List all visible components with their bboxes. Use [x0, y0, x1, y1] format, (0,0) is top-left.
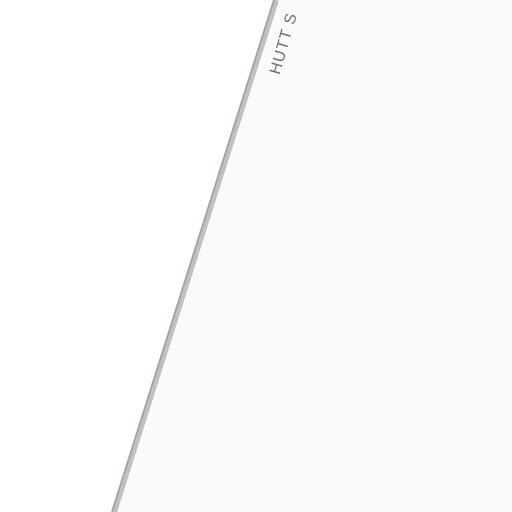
land-area [115, 0, 512, 512]
road-edge-line [111, 0, 275, 512]
road-edge-shadow [111, 0, 279, 512]
